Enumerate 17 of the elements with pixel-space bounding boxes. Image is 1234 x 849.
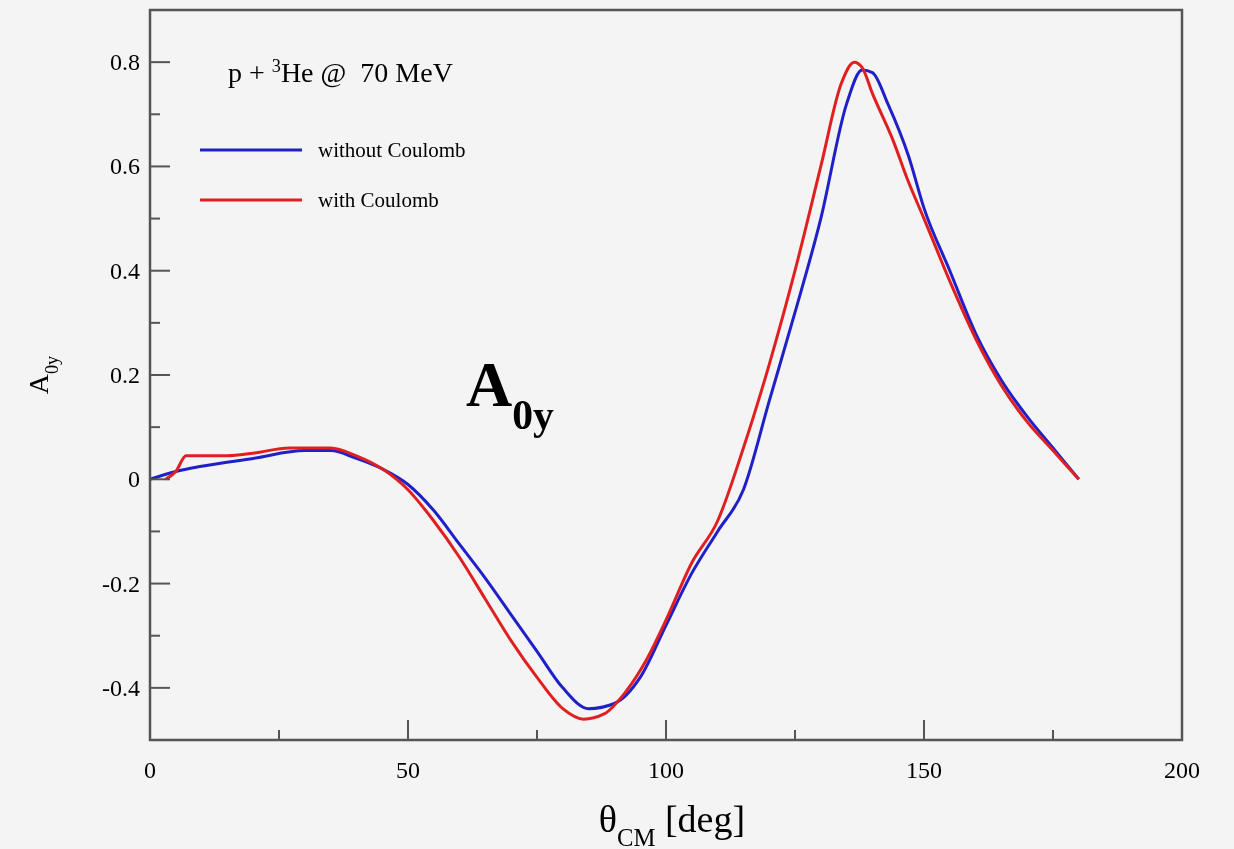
x-tick-label: 50 <box>396 757 420 783</box>
y-tick-label: 0.4 <box>110 257 140 284</box>
legend-label: with Coulomb <box>318 188 439 212</box>
y-tick-label: 0.2 <box>110 362 140 388</box>
x-tick-label: 100 <box>648 757 684 783</box>
y-tick-label: -0.4 <box>102 674 140 701</box>
annotation: A$_{0y}$ <box>466 349 555 438</box>
y-tick-label: 0.6 <box>110 153 140 180</box>
y-tick-label: 0 <box>128 466 140 493</box>
x-tick-label: 0 <box>144 757 156 783</box>
y-tick-label: -0.2 <box>102 570 140 597</box>
x-tick-label: 200 <box>1164 757 1200 783</box>
x-tick-label: 150 <box>906 757 942 783</box>
legend-label: without Coulomb <box>318 138 466 162</box>
y-tick-label: 0.8 <box>110 49 140 76</box>
x-axis-title: θ$_{CM}$ [deg] <box>598 798 746 849</box>
annotation: p + $^{3}$He @ 70 MeV <box>228 56 453 88</box>
